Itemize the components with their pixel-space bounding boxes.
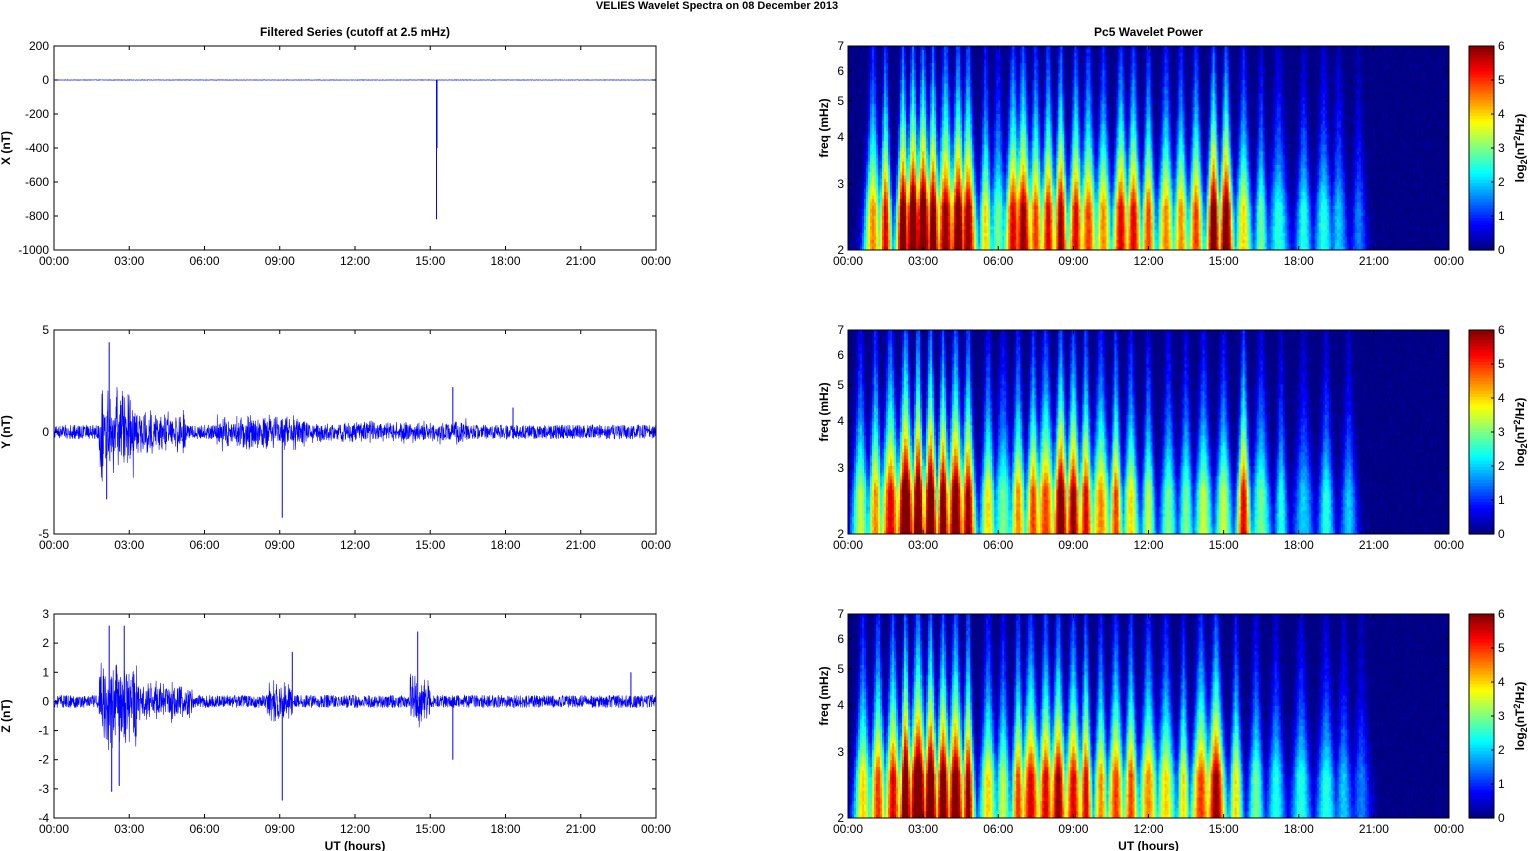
ytick-label: 0 [42, 73, 49, 87]
timeseries-xtick-label: 00:00 [641, 822, 671, 836]
ytick-label: 0 [42, 425, 49, 439]
timeseries-xtick-label: 21:00 [566, 822, 596, 836]
ytick-label: -200 [25, 107, 49, 121]
timeseries-xtick-label: 12:00 [340, 254, 370, 268]
timeseries-xtick-label: 00:00 [641, 538, 671, 552]
ylabel: Y (nT) [0, 415, 13, 449]
ytick-label: -600 [25, 175, 49, 189]
timeseries-xtick-label: 09:00 [265, 538, 295, 552]
ylabel: X (nT) [0, 131, 13, 165]
timeseries-xtick-label: 03:00 [114, 254, 144, 268]
ytick-label: -400 [25, 141, 49, 155]
ylabel: Z (nT) [0, 699, 13, 732]
heatmap [848, 46, 1449, 250]
timeseries-axes [53, 613, 657, 819]
timeseries-xtick-label: 15:00 [415, 254, 445, 268]
timeseries-xtick-label: 12:00 [340, 538, 370, 552]
timeseries-xtick-label: 09:00 [265, 254, 295, 268]
ytick-label: 0 [42, 694, 49, 708]
figure-title: VELIES Wavelet Spectra on 08 December 20… [596, 0, 838, 12]
timeseries-xtick-label: 09:00 [265, 822, 295, 836]
timeseries-xtick-label: 12:00 [340, 822, 370, 836]
ytick-label: -3 [38, 782, 49, 796]
timeseries-xtick-label: 18:00 [490, 822, 520, 836]
timeseries-xtick-label: 18:00 [490, 254, 520, 268]
timeseries-xtick-label: 15:00 [415, 822, 445, 836]
timeseries-xtick-label: 15:00 [415, 538, 445, 552]
ytick-label: -2 [38, 753, 49, 767]
timeseries-xtick-label: 03:00 [114, 822, 144, 836]
ytick-label: 1 [42, 665, 49, 679]
timeseries-axes [53, 45, 657, 251]
timeseries-xtick-label: 03:00 [114, 538, 144, 552]
timeseries-xtick-label: 06:00 [189, 822, 219, 836]
timeseries-panel-2: 50-500:00 03:00 06:00 09:00 12:00 15:00 18:00 2… [0, 323, 671, 552]
ytick-label: 2 [42, 636, 49, 650]
timeseries-xtick-label: 18:00 [490, 538, 520, 552]
timeseries-xtick-label: 00:00 [39, 822, 69, 836]
timeseries-xtick-label: 06:00 [189, 254, 219, 268]
panel-title: Filtered Series (cutoff at 2.5 mHz) [260, 25, 450, 39]
ytick-label: -800 [25, 209, 49, 223]
timeseries-xtick-label: 00:00 [39, 538, 69, 552]
timeseries-xtick-label: 06:00 [189, 538, 219, 552]
timeseries-xtick-label: 21:00 [566, 538, 596, 552]
ytick-label: -1 [38, 724, 49, 738]
timeseries-xtick-label: 00:00 [641, 254, 671, 268]
ytick-label: 3 [42, 607, 49, 621]
ytick-label: 200 [29, 39, 49, 53]
timeseries-xtick-label: 21:00 [566, 254, 596, 268]
ytick-label: 5 [42, 323, 49, 337]
xlabel: UT (hours) [325, 839, 386, 851]
timeseries-xtick-label: 00:00 [39, 254, 69, 268]
